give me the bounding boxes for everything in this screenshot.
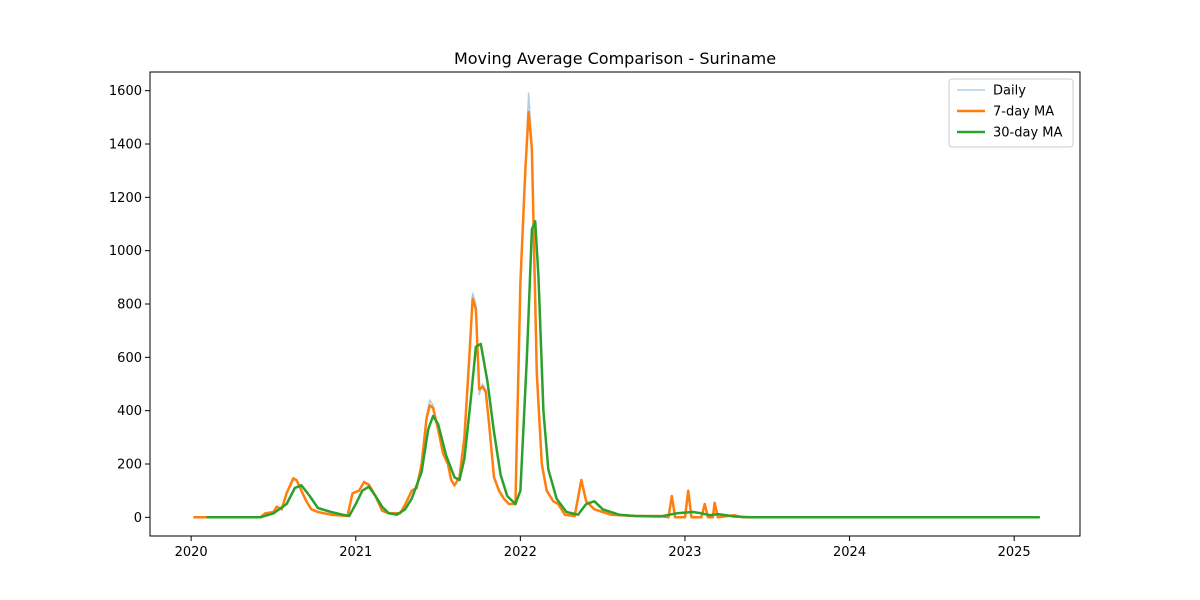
x-tick-label: 2023 bbox=[668, 545, 701, 560]
x-axis: 2020 2021 2022 2023 2024 2025 bbox=[175, 536, 1031, 560]
y-tick-label: 1600 bbox=[109, 84, 142, 99]
y-axis: 0 200 400 600 800 1000 1200 1400 1600 bbox=[109, 84, 150, 526]
y-tick-label: 400 bbox=[117, 404, 142, 419]
y-tick-label: 0 bbox=[134, 511, 142, 526]
y-tick-label: 1200 bbox=[109, 191, 142, 206]
chart-title: Moving Average Comparison - Suriname bbox=[454, 49, 776, 68]
legend-label-1: 7-day MA bbox=[993, 105, 1054, 120]
legend-label-2: 30-day MA bbox=[993, 126, 1062, 141]
y-tick-label: 1400 bbox=[109, 138, 142, 153]
y-tick-label: 800 bbox=[117, 298, 142, 313]
x-tick-label: 2024 bbox=[833, 545, 866, 560]
legend: Daily 7-day MA 30-day MA bbox=[948, 78, 1074, 148]
x-tick-label: 2020 bbox=[175, 545, 208, 560]
x-tick-label: 2025 bbox=[998, 545, 1031, 560]
x-tick-label: 2021 bbox=[339, 545, 372, 560]
series-line-1 bbox=[193, 110, 1041, 519]
legend-label-0: Daily bbox=[993, 84, 1026, 99]
series-line-2 bbox=[206, 220, 1041, 519]
series-lines bbox=[193, 92, 1041, 519]
legend-box bbox=[948, 78, 1074, 148]
y-tick-label: 200 bbox=[117, 458, 142, 473]
y-tick-label: 600 bbox=[117, 351, 142, 366]
y-tick-label: 1000 bbox=[109, 244, 142, 259]
x-tick-label: 2022 bbox=[504, 545, 537, 560]
